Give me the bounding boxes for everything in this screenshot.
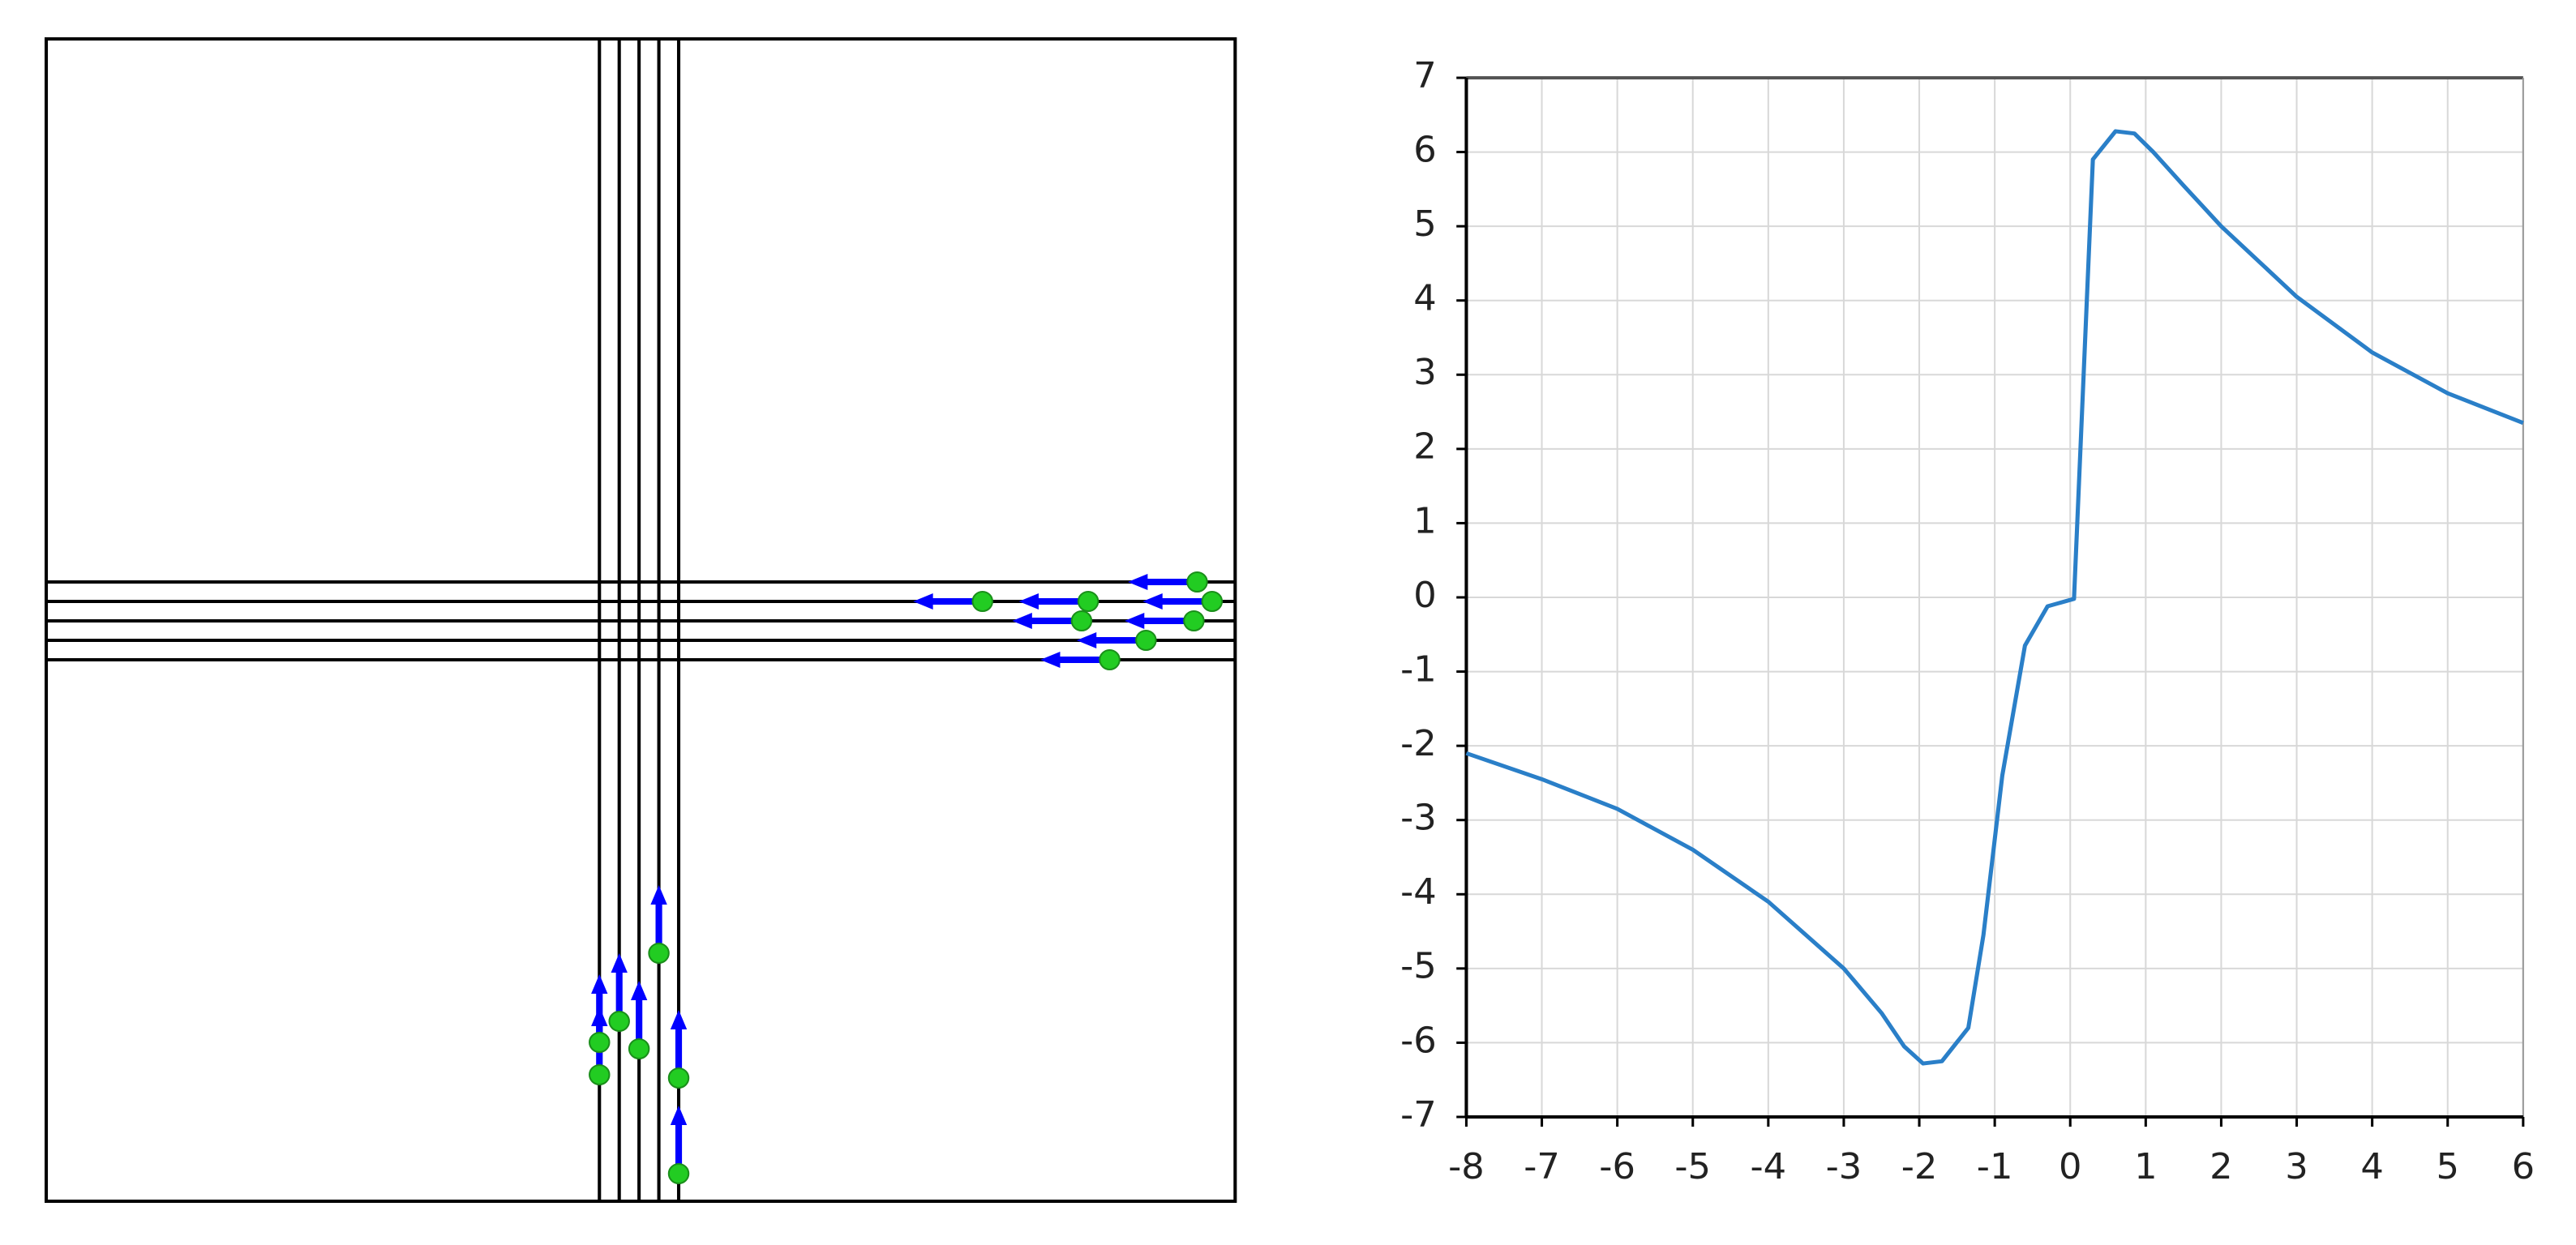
vehicle [1186, 571, 1208, 593]
vehicle [589, 1064, 611, 1085]
vehicle [648, 943, 670, 964]
vehicle [1201, 591, 1224, 612]
y-tick-label: -7 [1400, 1094, 1437, 1136]
x-tick-label: -7 [1524, 1146, 1560, 1187]
arrow-head [670, 1010, 688, 1029]
vehicle [628, 1038, 650, 1059]
y-tick-label: 6 [1413, 130, 1437, 171]
x-tick-label: -4 [1751, 1146, 1787, 1187]
vehicle [589, 1032, 611, 1053]
x-tick-label: 3 [2285, 1146, 2308, 1187]
y-tick-label: 5 [1413, 203, 1437, 245]
vehicle [667, 1163, 690, 1184]
x-tick-label: 2 [2210, 1146, 2233, 1187]
y-tick-label: 1 [1413, 501, 1437, 542]
x-tick-label: -5 [1674, 1146, 1711, 1187]
y-tick-label: -1 [1400, 649, 1437, 691]
y-tick-label: 7 [1413, 55, 1437, 96]
arrow-head [1124, 613, 1145, 629]
y-tick-label: -5 [1400, 946, 1437, 987]
y-tick-label: -4 [1400, 872, 1437, 913]
x-tick-label: 4 [2360, 1146, 2384, 1187]
x-tick-label: -1 [1977, 1146, 2013, 1187]
x-tick-label: 5 [2436, 1146, 2459, 1187]
arrow-head [650, 885, 667, 905]
arrow-head [1076, 632, 1097, 648]
arrow-head [630, 981, 648, 1000]
x-tick-label: 0 [2059, 1146, 2082, 1187]
intersection-diagram [44, 37, 1237, 1203]
vehicle [1135, 630, 1157, 651]
arrow-head [913, 593, 933, 610]
x-tick-label: -8 [1448, 1146, 1485, 1187]
arrow-head [611, 953, 628, 973]
vehicle [971, 591, 993, 612]
vehicle [1099, 649, 1121, 670]
vehicle [667, 1067, 690, 1089]
x-tick-label: 6 [2512, 1146, 2535, 1187]
x-tick-label: -6 [1599, 1146, 1635, 1187]
vehicles [589, 571, 1224, 1184]
y-tick-label: 0 [1413, 575, 1437, 616]
x-tick-label: -2 [1901, 1146, 1938, 1187]
vehicle [1077, 591, 1099, 612]
y-tick-label: 3 [1413, 353, 1437, 394]
y-tick-label: 2 [1413, 426, 1437, 468]
data-line [1465, 129, 2524, 1066]
arrow-head [1127, 574, 1148, 590]
y-tick-label: 4 [1413, 278, 1437, 319]
arrow-head [1040, 652, 1061, 668]
vehicle [1070, 610, 1093, 631]
arrow-head [670, 1106, 688, 1125]
vehicle [608, 1011, 630, 1032]
x-tick-label: 1 [2134, 1146, 2158, 1187]
arrow-head [1142, 593, 1163, 610]
y-tick-label: -2 [1400, 723, 1437, 764]
arrow-head [591, 974, 608, 994]
arrow-head [1018, 593, 1039, 610]
line-chart: -7 -6 -5 -4 -3 -2 -1 0 1 2 3 4 5 6 7 -8 -7 -6 -5 -4 -3 -2 -1 0 1… [1400, 55, 2535, 1187]
x-tick-label: -3 [1826, 1146, 1862, 1187]
y-tick-label: -6 [1400, 1020, 1437, 1062]
vehicle [1183, 610, 1205, 631]
y-tick-label: -3 [1400, 798, 1437, 839]
arrow-head [1012, 613, 1032, 629]
